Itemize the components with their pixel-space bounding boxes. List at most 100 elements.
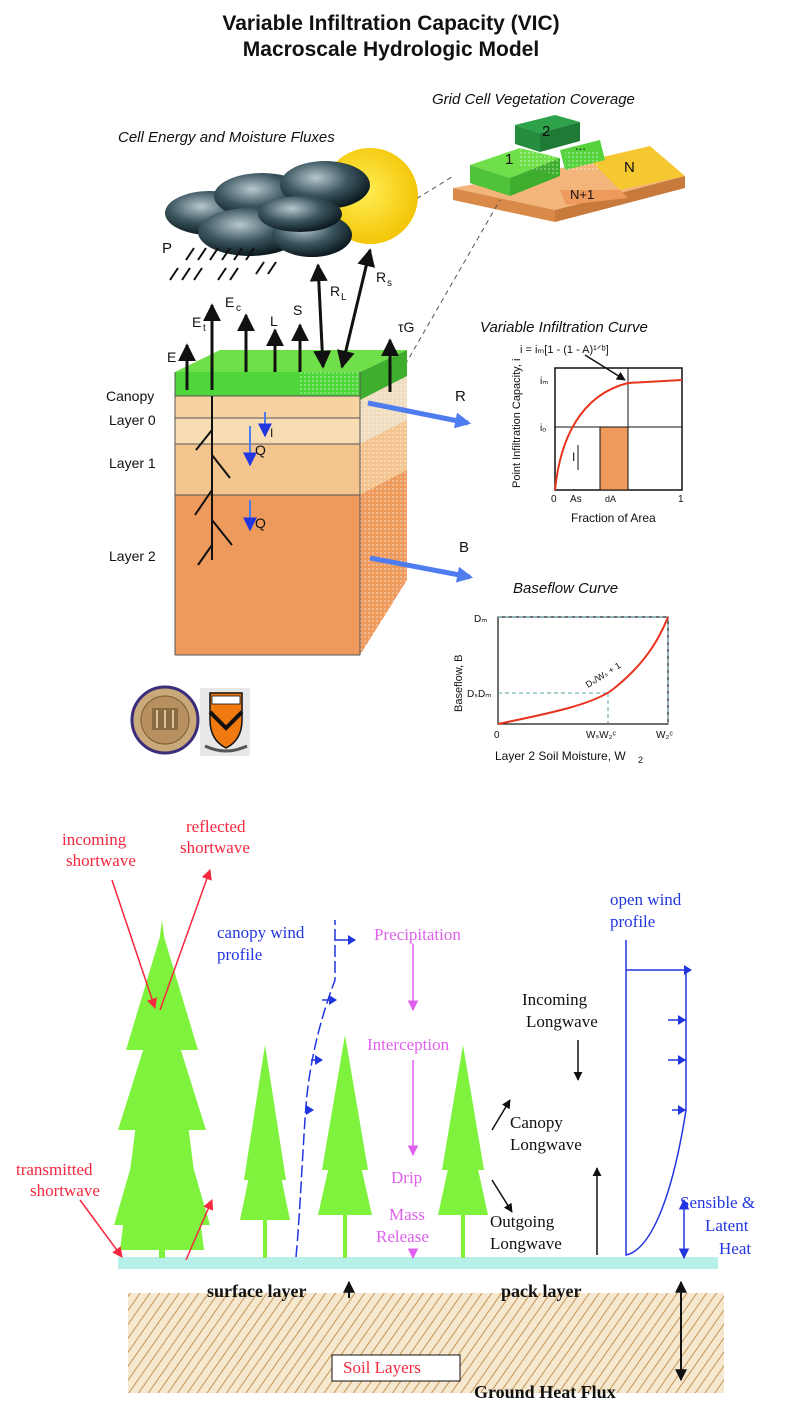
canopy-wind-l1: canopy wind <box>217 923 305 942</box>
title-line-1: Variable Infiltration Capacity (VIC) <box>222 12 559 35</box>
tick-io: iₒ <box>540 423 546 434</box>
tile-label-1: 1 <box>505 151 513 168</box>
pack-layer-label: pack layer <box>501 1281 582 1301</box>
soil-water-arrows <box>243 412 272 532</box>
open-wind-label: open wind profile Sensible & Latent Heat <box>610 890 755 1258</box>
runoff-arrow <box>367 400 472 429</box>
canopy-longwave-l1: Canopy <box>510 1113 563 1132</box>
label-et: E <box>192 314 201 330</box>
tick-im: iₘ <box>540 376 548 387</box>
tile-label-n1: N+1 <box>570 187 594 202</box>
sensible-latent-l1: Sensible & <box>680 1193 755 1212</box>
layer-labels: Canopy Layer 0 Layer 1 Layer 2 <box>106 388 156 564</box>
zoom-connector-lower <box>404 199 501 366</box>
label-r: R <box>455 388 466 405</box>
open-wind-l1: open wind <box>610 890 682 909</box>
reflected-shortwave-l1: reflected <box>186 817 246 836</box>
bf-tick-x0: 0 <box>494 730 500 741</box>
tile-label-dots: ... <box>575 138 586 153</box>
vegetation-tiles: 1 2 ... N N+1 <box>453 115 685 222</box>
tile-label-2: 2 <box>542 123 550 140</box>
incoming-shortwave-l1: incoming <box>62 830 127 849</box>
label-p: P <box>162 240 172 257</box>
soil-layers-label: Soil Layers <box>343 1358 421 1377</box>
longwave-arrows <box>491 1040 602 1255</box>
bf-tick-xmid: WₛW₂ᶜ <box>586 730 616 741</box>
label-e: E <box>167 349 176 365</box>
tick-x1: 1 <box>678 494 684 505</box>
storm-clouds <box>165 161 370 257</box>
title-line-2: Macroscale Hydrologic Model <box>243 38 539 61</box>
label-rs-sub: s <box>387 278 392 289</box>
tick-as: As <box>570 494 582 505</box>
tree-2 <box>240 1045 290 1258</box>
label-s: S <box>293 302 302 318</box>
outgoing-longwave-l1: Outgoing <box>490 1212 555 1231</box>
baseflow-ylabel: Baseflow, B <box>453 655 465 712</box>
vegetation-heading: Grid Cell Vegetation Coverage <box>432 91 635 108</box>
label-q2: Q <box>255 515 266 531</box>
layer-label-2: Layer 2 <box>109 548 156 564</box>
baseflow-curve-chart: Baseflow Curve Baseflow, B Layer 2 Soil … <box>453 580 673 765</box>
infiltration-curve-chart: Variable Infiltration Curve i = iₘ[1 - (… <box>480 319 684 525</box>
layer-label-canopy: Canopy <box>106 388 154 404</box>
label-i: I <box>270 426 273 440</box>
shortwave-labels: incoming shortwave reflected shortwave t… <box>16 817 250 1200</box>
incoming-shortwave-l2: shortwave <box>66 851 136 870</box>
shortwave-arrows <box>79 869 214 1261</box>
open-wind-flags <box>678 965 692 1115</box>
soil-layers-box <box>331 1354 461 1382</box>
canopy-wind-l2: profile <box>217 945 262 964</box>
infiltration-i-label: I <box>572 450 575 464</box>
label-q1: Q <box>255 442 266 458</box>
infiltration-equation: i = iₘ[1 - (1 - A)¹ᐟᵇ] <box>520 344 609 356</box>
label-ec: E <box>225 294 234 310</box>
rain-streaks <box>169 247 277 281</box>
canopy-wind-label: canopy wind profile <box>217 923 305 964</box>
label-ec-sub: c <box>236 303 241 314</box>
tree-3 <box>318 1035 372 1258</box>
canopy-wind-flags <box>306 935 356 1115</box>
incoming-longwave-l1: Incoming <box>522 990 588 1009</box>
conifer-trees <box>114 920 488 1258</box>
university-seal-logo <box>130 685 200 755</box>
mass-release-l2: Release <box>376 1227 429 1246</box>
reflected-shortwave-l2: shortwave <box>180 838 250 857</box>
label-b: B <box>459 539 469 556</box>
infiltration-title: Variable Infiltration Curve <box>480 319 648 336</box>
canopy-longwave-l2: Longwave <box>510 1135 582 1154</box>
fluxes-heading: Cell Energy and Moisture Fluxes <box>118 129 335 146</box>
tree-4 <box>438 1045 488 1258</box>
mass-release-l1: Mass <box>389 1205 425 1224</box>
plant-roots <box>194 396 233 566</box>
sensible-latent-l3: Heat <box>719 1239 751 1258</box>
interception-label: Interception <box>367 1035 450 1054</box>
sensible-latent-l2: Latent <box>705 1216 749 1235</box>
infiltration-xlabel: Fraction of Area <box>571 511 656 525</box>
tick-x0: 0 <box>551 494 557 505</box>
open-wind-l2: profile <box>610 912 655 931</box>
snow-surface-layer <box>118 1257 718 1269</box>
baseflow-arrow <box>369 555 474 583</box>
baseflow-title: Baseflow Curve <box>513 580 618 597</box>
ground-heat-flux-label: Ground Heat Flux <box>474 1382 616 1402</box>
bf-tick-ymid: DₛDₘ <box>467 689 491 700</box>
label-et-sub: t <box>203 323 206 334</box>
soil-column <box>174 350 407 656</box>
drip-label: Drip <box>391 1168 422 1187</box>
flux-arrows <box>178 248 399 392</box>
label-rl: R <box>330 283 340 299</box>
surface-layer-label: surface layer <box>207 1281 306 1301</box>
outgoing-longwave-l2: Longwave <box>490 1234 562 1253</box>
label-rs: R <box>376 269 386 285</box>
flux-labels: E E t E c L S R L R s τG <box>167 269 414 365</box>
transmitted-shortwave-l1: transmitted <box>16 1160 93 1179</box>
layer-label-0: Layer 0 <box>109 412 156 428</box>
precip-labels: Precipitation Interception Drip Mass Rel… <box>367 925 461 1246</box>
incoming-longwave-l2: Longwave <box>526 1012 598 1031</box>
longwave-labels: Incoming Longwave Canopy Longwave Outgoi… <box>490 990 598 1253</box>
precipitation-label: Precipitation <box>374 925 461 944</box>
label-l: L <box>270 313 278 329</box>
princeton-shield-logo <box>200 688 250 756</box>
